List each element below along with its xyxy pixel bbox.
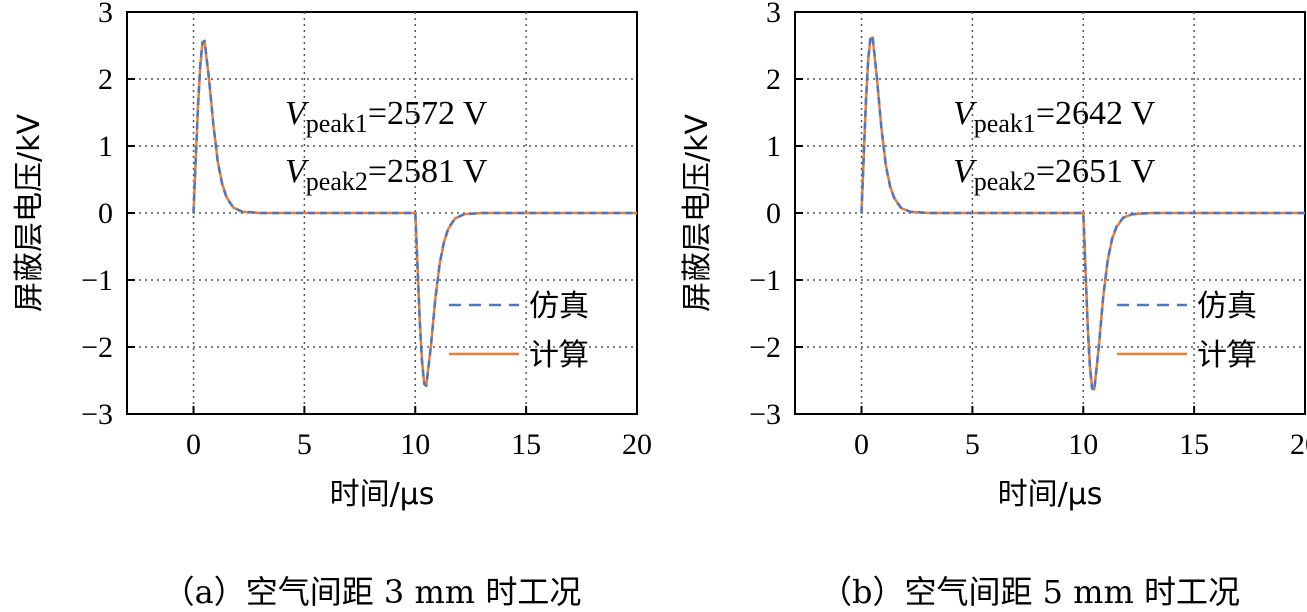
annotation-value: =2642 V xyxy=(1036,95,1156,132)
annotation-sub: peak2 xyxy=(974,167,1036,196)
x-tick-label: 5 xyxy=(965,428,980,461)
annotation-value: =2581 V xyxy=(368,153,488,190)
caption-a: （a）空气间距 3 mm 时工况 xyxy=(163,573,582,611)
grid-a xyxy=(127,12,637,414)
series-group-b xyxy=(860,34,1305,392)
annotation-sub: peak1 xyxy=(306,109,368,138)
x-tick-label: 5 xyxy=(297,428,312,461)
annotation-peak2-a: Vpeak2=2581 V xyxy=(285,153,488,196)
y-tick-label: 0 xyxy=(766,197,781,230)
y-tick-label: 1 xyxy=(98,130,113,163)
x-tick-label: 0 xyxy=(854,428,869,461)
y-tick-label: −3 xyxy=(749,398,781,431)
x-tick-label: 10 xyxy=(400,428,430,461)
y-axis-label-a: 屏蔽层电压/kV xyxy=(12,114,47,312)
x-axis-label-a: 时间/μs xyxy=(330,477,435,512)
y-tick-label: −2 xyxy=(81,331,113,364)
annotation-value: =2651 V xyxy=(1036,153,1156,190)
x-tick-label: 10 xyxy=(1068,428,1098,461)
annotation-peak1-b: Vpeak1=2642 V xyxy=(953,95,1156,138)
y-tick-label: −1 xyxy=(749,264,781,297)
y-axis-label-b: 屏蔽层电压/kV xyxy=(680,114,715,312)
caption-b: （b）空气间距 5 mm 时工况 xyxy=(820,573,1240,611)
legend-label-calc: 计算 xyxy=(529,338,589,373)
annotation-peak1-a: Vpeak1=2572 V xyxy=(285,95,488,138)
y-tick-label: −3 xyxy=(81,398,113,431)
x-tick-label: 0 xyxy=(186,428,201,461)
grid-b xyxy=(795,12,1305,414)
y-tick-label: −1 xyxy=(81,264,113,297)
y-tick-label: 3 xyxy=(766,0,781,29)
x-tick-label: 15 xyxy=(511,428,541,461)
x-axis-label-b: 时间/μs xyxy=(998,477,1103,512)
legend-label-sim: 仿真 xyxy=(529,289,589,324)
y-tick-label: 1 xyxy=(766,130,781,163)
x-tick-label: 20 xyxy=(622,428,652,461)
y-tick-label: 0 xyxy=(98,197,113,230)
annotation-peak2-b: Vpeak2=2651 V xyxy=(953,153,1156,196)
legend-a: 仿真 计算 xyxy=(449,289,589,373)
x-tick-label: 20 xyxy=(1290,428,1307,461)
x-tick-label: 15 xyxy=(1179,428,1209,461)
legend-b: 仿真 计算 xyxy=(1117,289,1257,373)
series-line-sim xyxy=(192,39,637,388)
y-tick-label: 3 xyxy=(98,0,113,29)
annotation-value: =2572 V xyxy=(368,95,488,132)
annotation-sub: peak2 xyxy=(306,167,368,196)
y-tick-label: 2 xyxy=(766,63,781,96)
series-line-sim xyxy=(860,34,1305,392)
y-tick-label: 2 xyxy=(98,63,113,96)
legend-label-sim: 仿真 xyxy=(1197,289,1257,324)
y-tick-label: −2 xyxy=(749,331,781,364)
series-group-a xyxy=(192,39,637,388)
legend-label-calc: 计算 xyxy=(1197,338,1257,373)
annotation-sub: peak1 xyxy=(974,109,1036,138)
